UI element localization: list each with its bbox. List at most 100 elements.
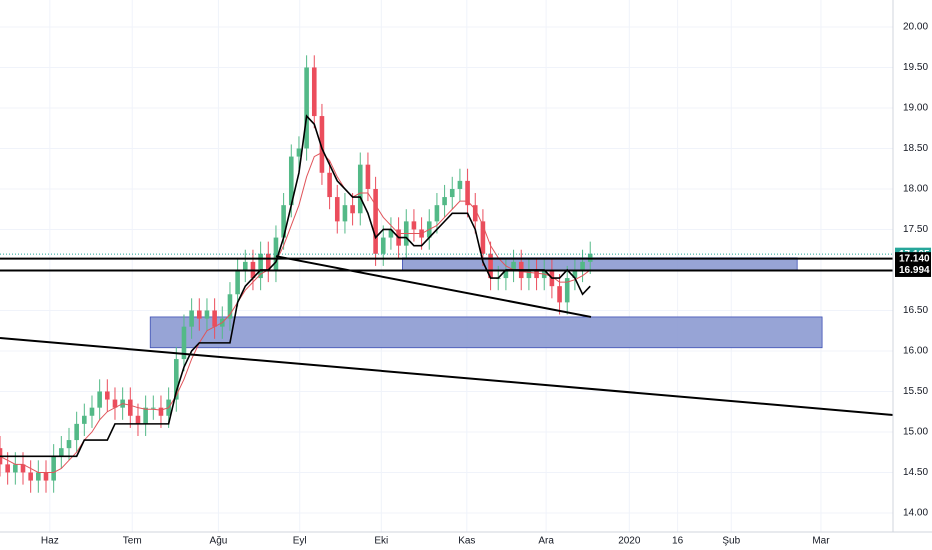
trend-line bbox=[275, 255, 592, 318]
x-tick-label: Şub bbox=[722, 536, 740, 547]
x-tick-label: Ağu bbox=[210, 536, 228, 547]
candle-body bbox=[28, 472, 33, 481]
price-tag-label: 16.994 bbox=[899, 265, 930, 276]
x-tick-label: Ara bbox=[538, 536, 554, 547]
candle-body bbox=[449, 188, 455, 198]
candle-body bbox=[273, 237, 279, 270]
candle-body bbox=[5, 464, 10, 473]
candle-body bbox=[36, 472, 41, 481]
candle-body bbox=[13, 464, 18, 473]
price-tag bbox=[895, 252, 931, 266]
x-tick-label: Haz bbox=[41, 536, 59, 547]
candle-body bbox=[488, 253, 493, 279]
candle-body bbox=[304, 67, 309, 149]
candle-body bbox=[258, 253, 263, 279]
candle-body bbox=[342, 205, 348, 222]
candle-body bbox=[296, 148, 302, 157]
y-tick-label: 16.50 bbox=[903, 305, 928, 316]
x-tick-label: Kas bbox=[458, 536, 475, 547]
candle-body bbox=[388, 229, 394, 238]
candle-body bbox=[189, 310, 194, 327]
candle-body bbox=[59, 448, 64, 457]
plot-area bbox=[0, 55, 894, 493]
x-tick-label: Mar bbox=[812, 536, 830, 547]
y-tick-label: 14.50 bbox=[903, 467, 928, 478]
candle-body bbox=[373, 188, 378, 254]
candle-body bbox=[526, 269, 532, 279]
y-tick-label: 14.00 bbox=[903, 508, 928, 519]
zone bbox=[149, 316, 823, 349]
candle-body bbox=[557, 286, 562, 303]
y-tick-label: 15.50 bbox=[903, 386, 928, 397]
candle-body bbox=[235, 269, 240, 295]
x-tick-label: Tem bbox=[123, 536, 142, 547]
candle-body bbox=[204, 310, 210, 319]
price-tag bbox=[895, 263, 931, 277]
candle-body bbox=[66, 440, 72, 449]
candle-body bbox=[288, 156, 294, 206]
candle-body bbox=[511, 261, 516, 270]
candle-body bbox=[442, 197, 447, 206]
candle-body bbox=[105, 391, 110, 400]
candle-body bbox=[365, 164, 371, 189]
candle-body bbox=[265, 253, 271, 270]
y-tick-label: 17.50 bbox=[903, 224, 928, 235]
candle-body bbox=[327, 172, 332, 198]
candle-body bbox=[174, 359, 179, 400]
candle-body bbox=[457, 180, 463, 189]
candle-body bbox=[143, 407, 148, 424]
zone bbox=[402, 257, 798, 271]
candle-body bbox=[181, 326, 187, 360]
candle-body bbox=[311, 67, 317, 117]
axes: 14.0014.5015.0015.5016.0016.5017.0017.50… bbox=[41, 22, 931, 547]
candle-body bbox=[43, 472, 49, 481]
indicator-line bbox=[0, 114, 591, 458]
y-tick-label: 18.00 bbox=[903, 184, 928, 195]
x-tick-label: Eki bbox=[374, 536, 388, 547]
y-tick-label: 19.50 bbox=[903, 62, 928, 73]
y-tick-label: 18.50 bbox=[903, 143, 928, 154]
indicator-line bbox=[0, 151, 591, 473]
candle-body bbox=[350, 205, 355, 214]
y-tick-label: 20.00 bbox=[903, 22, 928, 33]
candle-body bbox=[319, 116, 325, 173]
candle-body bbox=[480, 221, 486, 254]
candle-body bbox=[112, 399, 118, 408]
y-tick-label: 19.00 bbox=[903, 103, 928, 114]
candle-body bbox=[572, 269, 578, 279]
candle-body bbox=[89, 407, 95, 416]
candle-body bbox=[472, 205, 478, 222]
grid bbox=[0, 0, 893, 532]
candle-body bbox=[357, 164, 363, 214]
candle-body bbox=[128, 399, 133, 416]
trend-line bbox=[0, 337, 894, 416]
candle-body bbox=[503, 269, 509, 279]
candle-body bbox=[465, 180, 470, 206]
candle-body bbox=[82, 415, 87, 424]
candle-body bbox=[434, 205, 440, 222]
candle-body bbox=[281, 205, 286, 238]
candle-body bbox=[380, 237, 386, 254]
y-tick-label: 15.00 bbox=[903, 427, 928, 438]
candle-body bbox=[20, 464, 26, 473]
candle-body bbox=[534, 269, 539, 279]
x-tick-label: 16 bbox=[672, 536, 684, 547]
candle-body bbox=[564, 278, 570, 303]
x-tick-label: Eyl bbox=[293, 536, 307, 547]
candle-body bbox=[158, 407, 164, 416]
x-tick-label: 2020 bbox=[618, 536, 641, 547]
candle-body bbox=[135, 415, 141, 424]
candle-body bbox=[196, 310, 202, 319]
candle-body bbox=[97, 391, 102, 408]
candle-body bbox=[227, 294, 233, 319]
candle-body bbox=[151, 407, 156, 409]
candle-body bbox=[74, 423, 79, 441]
candle-body bbox=[580, 261, 585, 270]
candle-body bbox=[334, 197, 340, 222]
candle-body bbox=[212, 310, 217, 327]
y-tick-label: 16.00 bbox=[903, 346, 928, 357]
candle-body bbox=[411, 221, 417, 230]
candle-body bbox=[51, 456, 56, 481]
